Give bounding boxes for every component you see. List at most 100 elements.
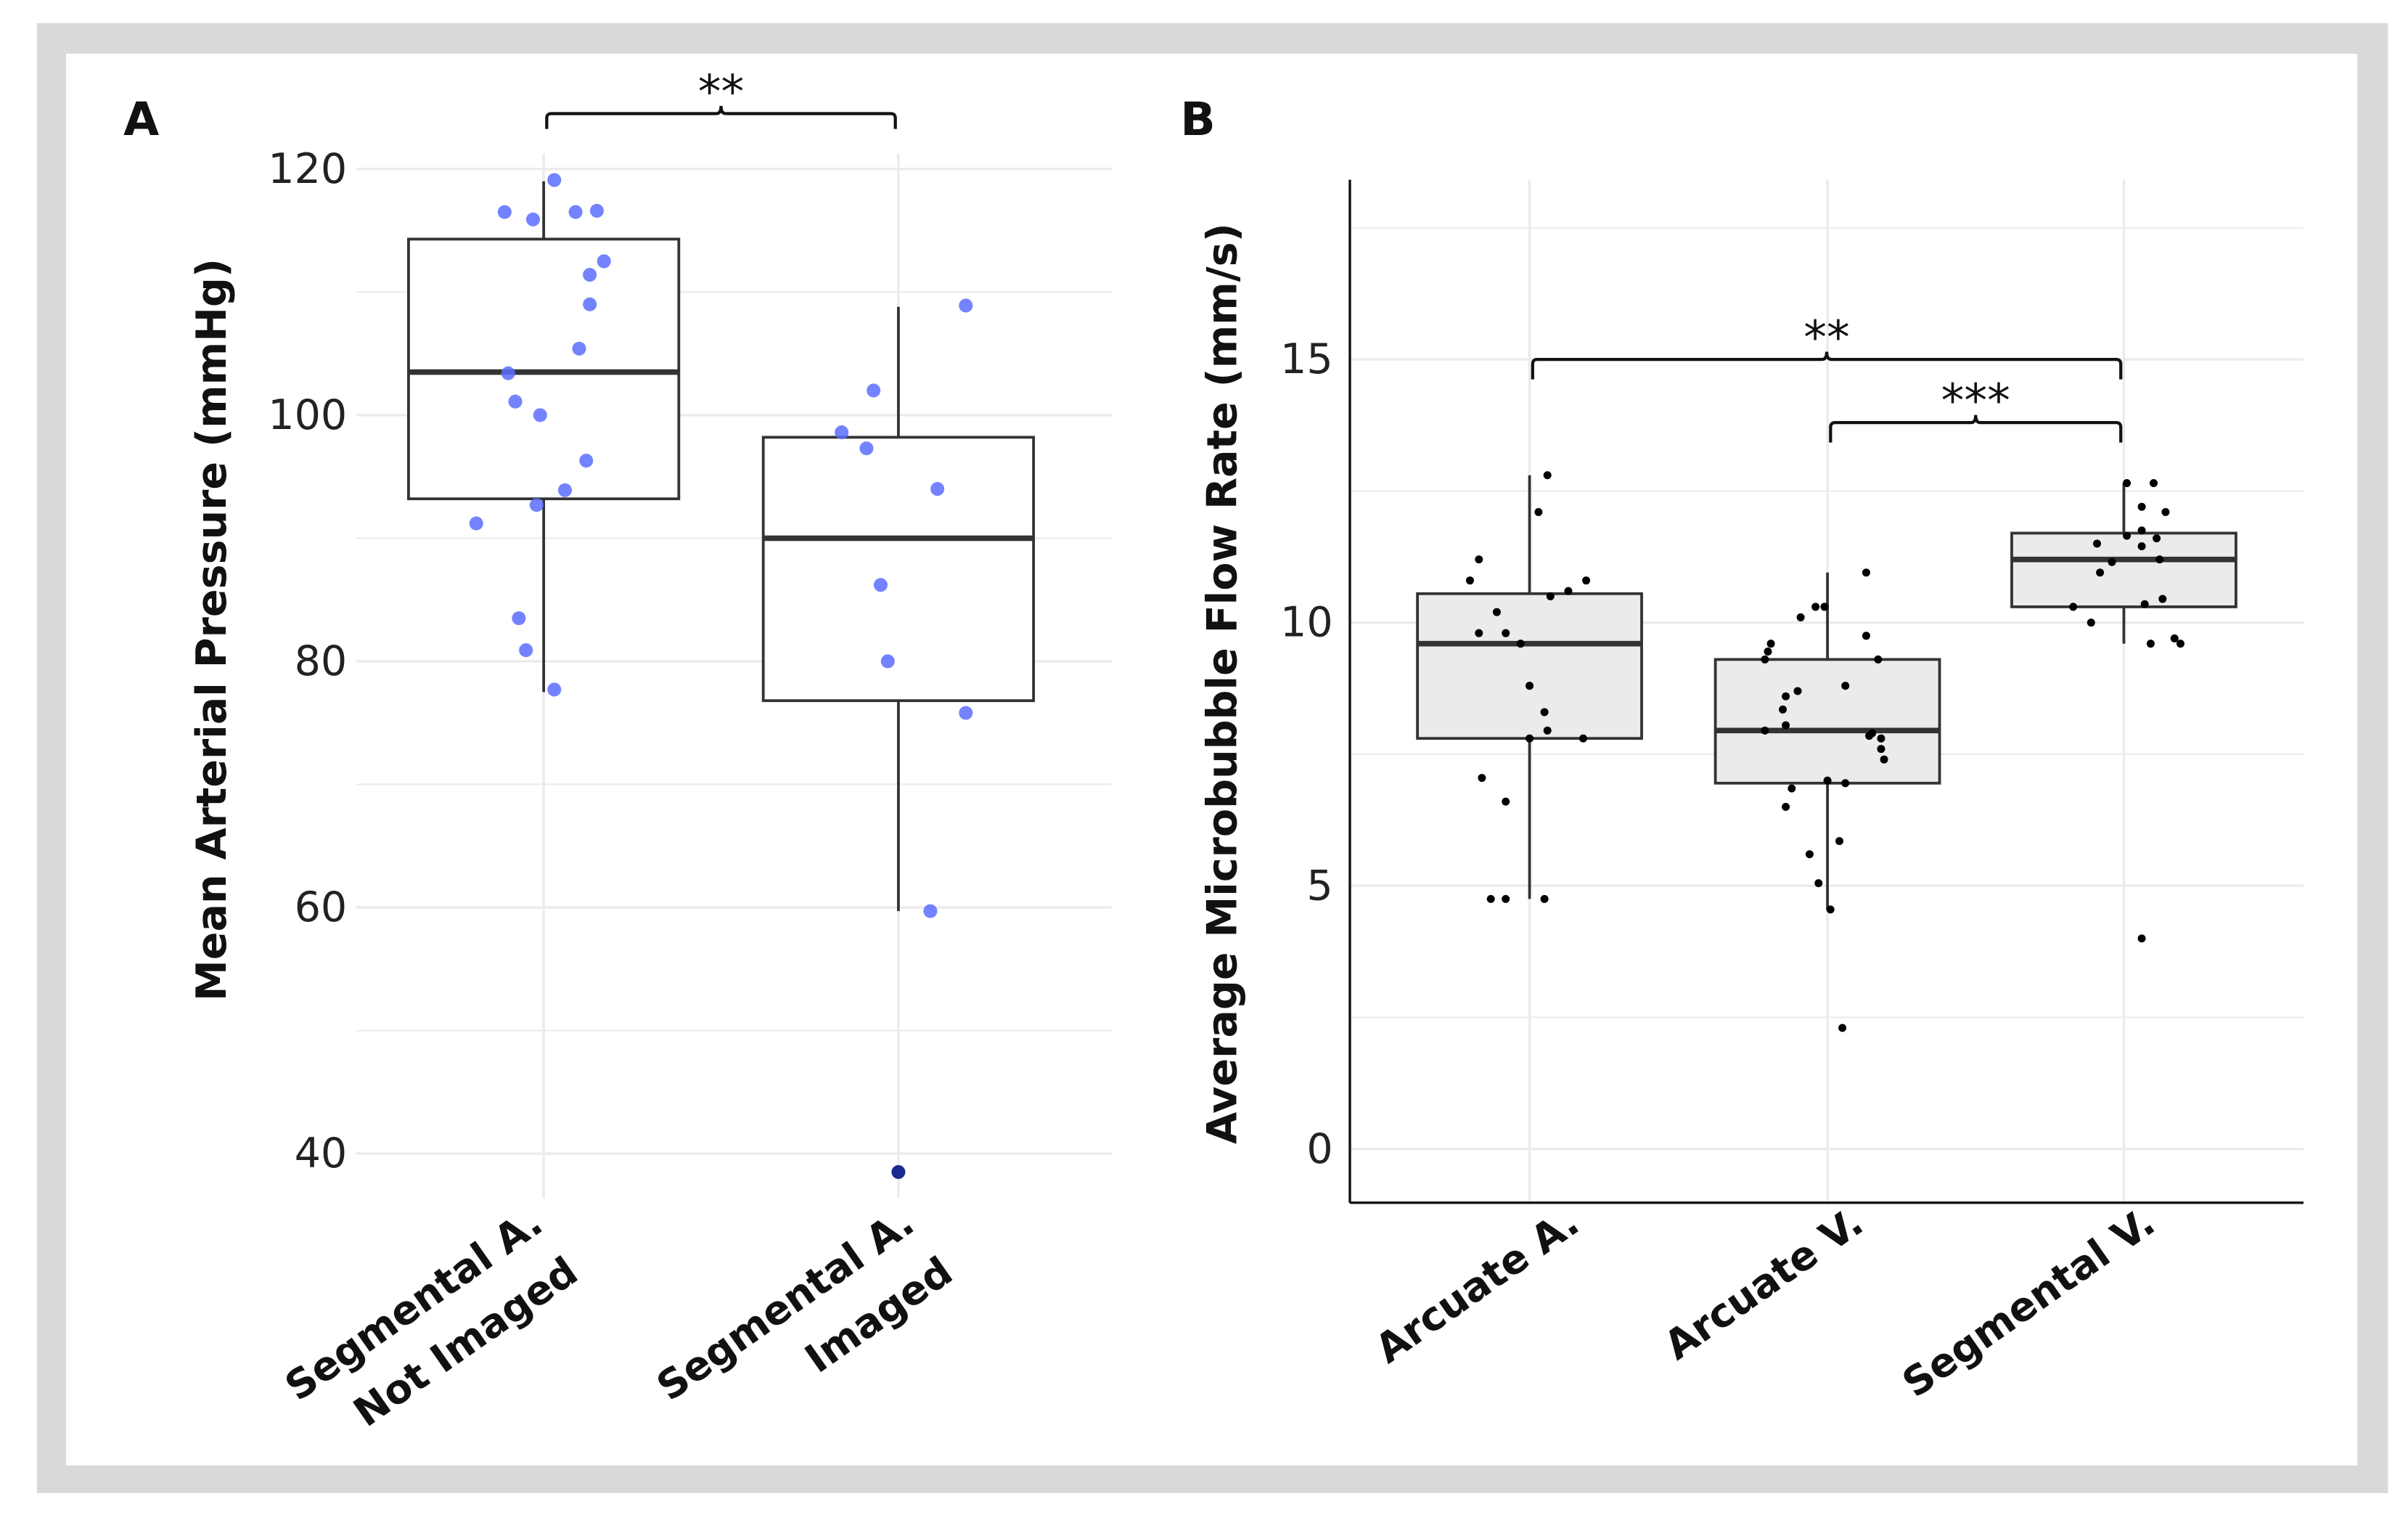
data-point [572,341,586,356]
data-point [1578,734,1587,743]
data-point [1787,784,1796,793]
data-point [1782,802,1790,811]
data-point [1862,568,1870,577]
data-point [1502,629,1510,637]
data-point [508,394,523,409]
data-point [880,654,895,669]
box-iqr [761,436,1036,703]
panel-a-mean-arterial-pressure: 40 60 80 100 120 Mean Arterial Pressure (mmHg… [123,65,1113,1436]
y-tick-label: 15 [1280,335,1333,383]
data-point [1877,745,1885,754]
data-point [2123,479,2131,488]
data-point [1761,726,1769,735]
data-point [1534,507,1543,516]
data-point [547,682,562,697]
significance-bracket [1531,351,2123,380]
data-point [497,205,512,219]
data-point [1478,774,1486,783]
data-point [959,706,973,720]
data-point [930,482,945,497]
significance-label: *** [1941,374,2010,428]
y-tick-label: 120 [268,145,347,193]
data-point [1475,555,1483,564]
data-point [1516,640,1525,648]
y-tick-label: 100 [268,391,347,439]
data-point [2170,634,2179,642]
data-point [1823,776,1832,785]
data-point [583,297,597,311]
data-point [1779,705,1787,714]
data-point [597,254,611,269]
box-iqr [1416,592,1643,740]
data-point [547,173,562,187]
data-point [867,383,881,398]
data-point [2096,568,2105,577]
y-axis-title: Mean Arterial Pressure (mmHg) [188,258,236,1001]
data-point [1841,779,1850,788]
data-point [2108,558,2116,566]
y-tick-label: 60 [295,883,348,931]
y-axis-title: Average Microbubble Flow Rate (mm/s) [1198,223,1246,1144]
data-point [1835,837,1844,846]
data-point [1796,613,1805,621]
data-point [1502,894,1510,903]
data-point [1540,708,1549,716]
panel-label: A [123,92,159,146]
data-point [2150,479,2158,488]
data-point [1793,687,1802,695]
data-point [1874,655,1883,663]
data-point [1865,732,1874,740]
data-point [1838,1024,1847,1032]
data-point [1782,721,1790,730]
data-point [512,611,526,626]
data-point [1582,576,1591,585]
data-point [579,454,594,468]
data-point [2155,555,2164,564]
significance-label: ** [1803,311,1849,364]
data-point [2153,534,2161,543]
data-point [2137,526,2146,535]
data-point [557,483,572,497]
data-point [1814,879,1823,888]
panel-label: B [1180,92,1215,146]
data-point [1465,576,1474,585]
data-point [2137,502,2146,511]
data-point [959,298,973,313]
data-point [1526,734,1534,743]
y-tick-label: 0 [1306,1125,1332,1173]
y-tick-label: 5 [1306,862,1332,910]
data-point [1877,734,1885,743]
data-point [1475,629,1483,637]
y-tick-label: 10 [1280,599,1333,647]
box-iqr [1713,658,1941,785]
data-point [1564,587,1573,595]
data-point [525,212,540,226]
data-point [529,498,544,513]
data-point [1543,726,1552,735]
data-point [2146,640,2155,648]
data-point [1764,648,1772,656]
data-point [1502,797,1510,806]
data-point [2093,539,2102,548]
data-point [1761,655,1769,663]
data-point [2158,595,2167,603]
data-point [583,268,597,282]
data-point [1880,755,1888,764]
data-point [589,203,604,218]
significance-bracket [1829,415,2123,443]
data-point [923,904,938,918]
data-point [859,441,874,456]
data-point [501,366,515,380]
data-point [1486,894,1495,903]
significance-label: ** [698,65,744,118]
data-point [1543,471,1552,480]
y-tick-label: 40 [295,1130,348,1177]
data-point [2176,640,2184,648]
data-point [1782,692,1790,701]
outlier-point [891,1165,906,1180]
box-iqr [407,237,681,501]
data-point [835,425,849,440]
data-point [519,643,533,658]
